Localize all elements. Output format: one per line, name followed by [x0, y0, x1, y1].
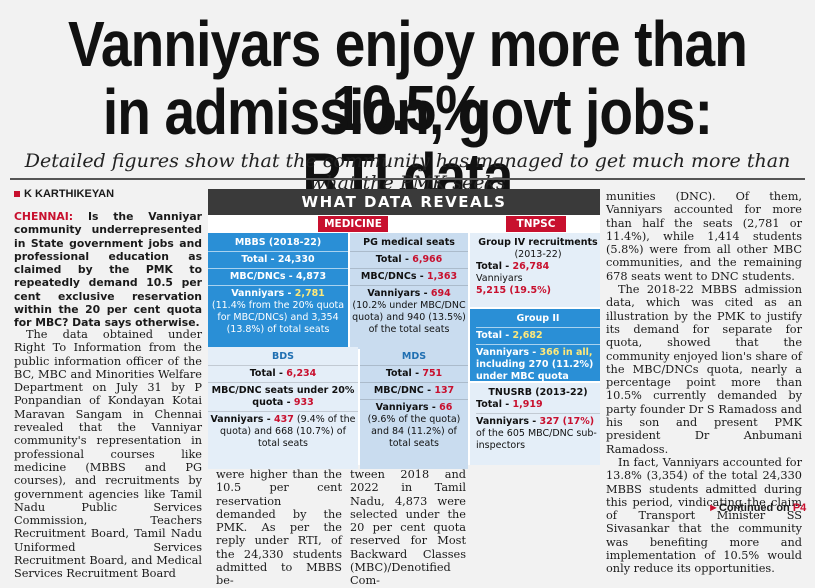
- lead-paragraph: CHENNAI: Is the Vanniyar community under…: [14, 210, 202, 330]
- subheadline: Detailed figures show that the community…: [24, 150, 791, 194]
- tnusrb-note: of the 605 MBC/DNC sub-inspectors: [476, 428, 597, 451]
- group2-vanniyars-value: 366 in all,: [539, 347, 593, 358]
- group4-vanniyars-label: Vanniyars: [476, 273, 523, 284]
- body-column-right: munities (DNC). Of them, Vanniyars accou…: [606, 190, 802, 576]
- right-paragraph-2: The 2018-22 MBBS admission data, which w…: [606, 283, 802, 456]
- right-paragraph-1: munities (DNC). Of them, Vanniyars accou…: [606, 190, 802, 283]
- group2-title: Group II: [516, 313, 560, 324]
- bds-total-label: Total -: [249, 368, 287, 379]
- bullet-square-icon: [14, 191, 20, 198]
- dateline: CHENNAI:: [14, 210, 74, 223]
- mbbs-box: MBBS (2018-22) Total - 24,330 MBC/DNCs -…: [208, 233, 348, 349]
- mbbs-vanniyars-label: Vanniyars -: [231, 288, 295, 299]
- pg-medical-box: PG medical seats Total - 6,966 MBC/DNCs …: [350, 233, 468, 349]
- continued-label: Continued on: [718, 502, 790, 514]
- group-iv-box: Group IV recruitments (2013-22) Total - …: [470, 233, 600, 307]
- tnusrb-total-label: Total -: [476, 399, 513, 410]
- mds-mbc-label: MBC/DNC -: [373, 385, 435, 396]
- group-ii-box: Group II Total - 2,682 Vanniyars - 366 i…: [470, 309, 600, 382]
- tnpsc-tag: TNPSC: [506, 216, 566, 232]
- byline-name: K KARTHIKEYAN: [24, 188, 115, 200]
- pg-vanniyars-label: Vanniyars -: [367, 288, 431, 299]
- mds-note: (9.6% of the quota) and 84 (11.2%) of to…: [367, 414, 461, 449]
- bds-mbc-label: MBC/DNC seats under 20% quota -: [211, 385, 355, 408]
- bds-total-value: 6,234: [286, 368, 317, 379]
- right-paragraph-3: In fact, Vanniyars accounted for 13.8% (…: [606, 455, 802, 576]
- pg-mbc-label: MBC/DNCs -: [360, 271, 428, 282]
- continued-link[interactable]: ►Continued on P4: [708, 502, 807, 514]
- pg-title: PG medical seats: [363, 237, 455, 248]
- group2-total-label: Total -: [476, 330, 513, 341]
- mds-total-label: Total -: [385, 368, 423, 379]
- group2-note: including 270 (11.2%) under MBC quota: [476, 359, 594, 382]
- pg-note: (10.2% under MBC/DNC quota) and 940 (13.…: [352, 300, 466, 335]
- pg-mbc-value: 1,363: [427, 271, 458, 282]
- group4-total-label: Total -: [476, 261, 513, 272]
- group2-vanniyars-label: Vanniyars -: [476, 347, 540, 358]
- mds-mbc-value: 137: [434, 385, 455, 396]
- group4-vanniyars-value: 5,215 (19.5%): [476, 285, 551, 296]
- mds-vanniyars-label: Vanniyars -: [375, 402, 440, 413]
- mbbs-vanniyars-value: 2,781: [294, 288, 325, 299]
- bds-vanniyars-label: Vanniyars -: [210, 414, 274, 425]
- tnusrb-total-value: 1,919: [512, 399, 543, 410]
- group4-title: Group IV recruitments: [478, 237, 598, 248]
- infographic-title: WHAT DATA REVEALS: [208, 189, 600, 215]
- bds-mbc-value: 933: [293, 397, 314, 408]
- headline-line-1: Vanniyars enjoy more than 10.5%: [68, 8, 748, 144]
- tnusrb-title: TNUSRB (2013-22): [488, 387, 588, 398]
- tnusrb-vanniyars-value: 327 (17%): [539, 416, 595, 427]
- body-column-3: tween 2018 and 2022 in Tamil Nadu, 4,873…: [350, 468, 466, 588]
- pg-total-label: Total -: [375, 254, 413, 265]
- bds-vanniyars-value: 437: [274, 414, 294, 425]
- group2-total-value: 2,682: [512, 330, 543, 341]
- lead-text: Is the Vanniyar community underrepresent…: [14, 210, 202, 330]
- continued-page: P4: [792, 502, 807, 514]
- body-column-2: were higher than the 10.5 per cent reser…: [216, 468, 342, 588]
- tnusrb-box: TNUSRB (2013-22) Total - 1,919 Vanniyars…: [470, 383, 600, 465]
- mbbs-mbc: MBC/DNCs - 4,873: [229, 271, 327, 282]
- pg-vanniyars-value: 694: [430, 288, 451, 299]
- bds-note: (9.4% of the quota) and 668 (10.7%) of t…: [220, 414, 356, 449]
- mds-box: MDS Total - 751 MBC/DNC - 137 Vanniyars …: [360, 347, 468, 469]
- pg-total-value: 6,966: [412, 254, 443, 265]
- body-column-1: The data obtained under Right To Informa…: [14, 328, 202, 581]
- mbbs-total: Total - 24,330: [241, 254, 315, 265]
- group4-total-value: 26,784: [512, 261, 550, 272]
- divider: [10, 178, 805, 180]
- bds-box: BDS Total - 6,234 MBC/DNC seats under 20…: [208, 347, 358, 469]
- infographic: WHAT DATA REVEALS MEDICINE TNPSC MBBS (2…: [208, 189, 600, 469]
- byline: K KARTHIKEYAN: [14, 188, 114, 200]
- mbbs-note: (11.4% from the 20% quota for MBC/DNCs) …: [211, 300, 345, 335]
- bds-title: BDS: [272, 351, 294, 362]
- mds-total-value: 751: [422, 368, 443, 379]
- mds-vanniyars-value: 66: [439, 402, 453, 413]
- medicine-tag: MEDICINE: [318, 216, 388, 232]
- mds-title: MDS: [401, 351, 427, 362]
- mbbs-title: MBBS (2018-22): [234, 237, 322, 248]
- tnusrb-vanniyars-label: Vanniyars -: [476, 416, 540, 427]
- group4-years: (2013-22): [514, 249, 562, 260]
